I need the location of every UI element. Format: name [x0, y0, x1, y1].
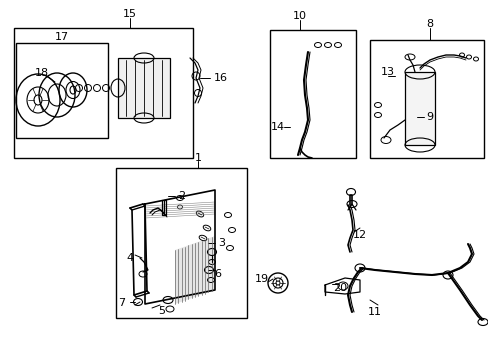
Bar: [16, 43, 108, 138]
Text: 4: 4: [126, 253, 133, 263]
Text: 16: 16: [214, 73, 227, 83]
Text: 11: 11: [367, 307, 381, 317]
Bar: [118, 58, 170, 118]
Bar: [116, 168, 246, 318]
Text: 6: 6: [214, 269, 221, 279]
Text: 9: 9: [426, 112, 433, 122]
Text: 17: 17: [55, 32, 69, 42]
Text: 10: 10: [292, 11, 306, 21]
Text: 2: 2: [178, 191, 185, 201]
Text: 20: 20: [332, 283, 346, 293]
Text: 3: 3: [218, 238, 225, 248]
Text: 18: 18: [35, 68, 49, 78]
Text: 15: 15: [123, 9, 137, 19]
Bar: [369, 40, 483, 158]
Polygon shape: [175, 236, 215, 304]
Text: 5: 5: [158, 306, 165, 316]
Text: 13: 13: [380, 67, 394, 77]
Text: 7: 7: [118, 298, 125, 308]
Text: 12: 12: [352, 230, 366, 240]
Bar: [269, 30, 355, 158]
Text: 8: 8: [426, 19, 433, 29]
Text: 19: 19: [254, 274, 268, 284]
Bar: [404, 72, 434, 145]
Text: 14: 14: [270, 122, 285, 132]
Text: 1: 1: [194, 153, 201, 163]
Bar: [14, 28, 193, 158]
